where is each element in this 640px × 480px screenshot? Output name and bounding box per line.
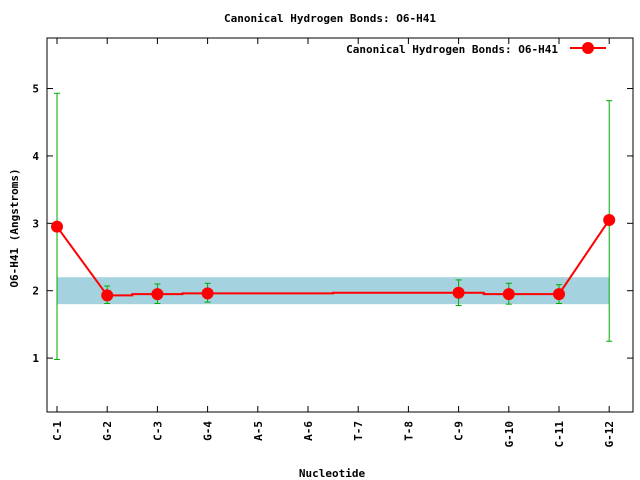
data-point: [502, 288, 515, 301]
data-point: [101, 289, 114, 302]
data-point: [151, 288, 164, 301]
y-tick-label: 5: [32, 83, 39, 96]
x-tick-label: G-2: [101, 421, 114, 441]
axis-ticks: [47, 38, 633, 412]
data-point: [452, 286, 465, 299]
x-tick-label: G-4: [202, 421, 215, 441]
x-tick-label: T-8: [402, 421, 415, 441]
y-tick-label: 1: [32, 352, 39, 365]
x-tick-label: C-1: [51, 421, 64, 441]
x-tick-label: C-11: [553, 421, 566, 448]
data-point: [553, 288, 565, 301]
x-tick-label: G-10: [503, 421, 516, 448]
legend-label: Canonical Hydrogen Bonds: O6-H41: [346, 43, 558, 56]
reference-band: [57, 277, 610, 305]
series-line-layer: [56, 219, 611, 297]
data-points: [51, 213, 616, 302]
x-tick-label: A-6: [302, 421, 315, 441]
plot-frame: [46, 37, 634, 413]
x-tick-label: C-9: [453, 421, 466, 441]
legend: Canonical Hydrogen Bonds: O6-H41: [346, 42, 606, 56]
x-tick-labels: C-1 G-2 C-3 G-4 A-5 A-6 T-7 T-8 C-9 G-10 C-11 G-12: [51, 421, 616, 448]
x-tick-label: T-7: [352, 421, 365, 441]
chart-title: Canonical Hydrogen Bonds: O6-H41: [224, 12, 436, 25]
x-tick-label: C-3: [151, 421, 164, 441]
x-axis-label: Nucleotide: [299, 467, 366, 480]
x-tick-label: G-12: [603, 421, 616, 448]
data-point: [201, 287, 214, 300]
y-tick-label: 2: [32, 285, 39, 298]
series-line: [56, 219, 611, 297]
y-tick-label: 3: [32, 217, 39, 230]
data-point: [51, 220, 63, 233]
data-point: [603, 213, 616, 226]
y-tick-label: 4: [32, 150, 39, 163]
reference-band-layer: [57, 277, 610, 305]
legend-marker: [582, 42, 594, 54]
x-tick-label: A-5: [252, 421, 265, 441]
y-tick-labels: 1 2 3 4 5: [32, 83, 39, 366]
y-axis-label: O6-H41 (Angstroms): [8, 168, 21, 287]
error-bars: [54, 92, 613, 360]
